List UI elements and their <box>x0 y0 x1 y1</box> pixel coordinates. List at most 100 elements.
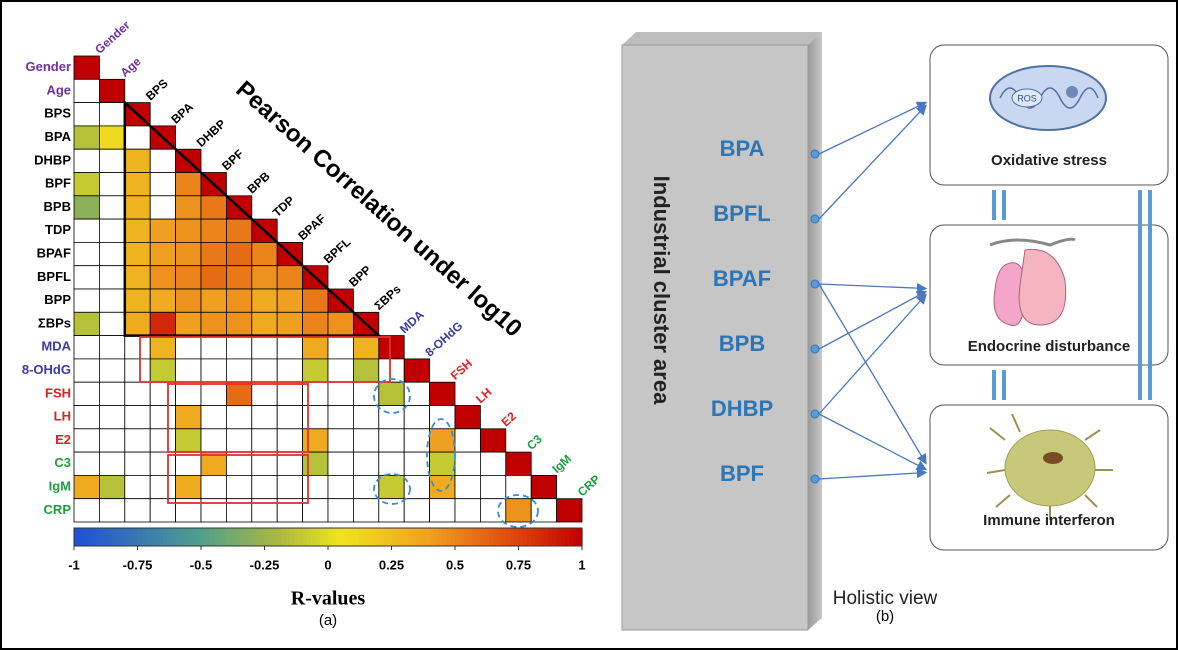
cell <box>125 289 150 312</box>
colorbar-segment <box>248 528 253 546</box>
cell <box>455 406 480 429</box>
colorbar-segment <box>273 528 278 546</box>
cell <box>303 289 328 312</box>
empty-cell <box>328 382 353 405</box>
empty-cell <box>201 336 226 359</box>
row-label: BPFL <box>37 269 71 284</box>
empty-cell <box>303 475 328 498</box>
cell <box>430 452 455 475</box>
cell <box>201 242 226 265</box>
cell <box>176 312 201 335</box>
colorbar-segment <box>252 528 257 546</box>
empty-cell <box>379 406 404 429</box>
cell <box>379 336 404 359</box>
cell <box>226 289 251 312</box>
colorbar-segment <box>286 528 291 546</box>
empty-cell <box>74 149 99 172</box>
colorbar-segment <box>447 528 452 546</box>
colorbar-segment <box>413 528 418 546</box>
row-label: FSH <box>45 385 71 400</box>
empty-cell <box>99 359 124 382</box>
empty-cell <box>176 359 201 382</box>
empty-cell <box>99 173 124 196</box>
colorbar-segment <box>540 528 545 546</box>
colorbar-label: R-values <box>291 588 366 610</box>
diagram-title: Holistic view <box>833 588 938 609</box>
cell <box>201 219 226 242</box>
empty-cell <box>226 359 251 382</box>
colorbar-segment <box>99 528 104 546</box>
cell <box>99 475 124 498</box>
cell <box>252 266 277 289</box>
ros-label: ROS <box>1017 93 1037 103</box>
empty-cell <box>303 406 328 429</box>
cell <box>150 219 175 242</box>
colorbar-segment <box>260 528 265 546</box>
box-side <box>808 32 822 630</box>
cell <box>74 312 99 335</box>
colorbar-segment <box>87 528 92 546</box>
cell <box>277 312 302 335</box>
colorbar-segment <box>353 528 358 546</box>
colorbar-segment <box>375 528 380 546</box>
empty-cell <box>252 336 277 359</box>
empty-cell <box>99 452 124 475</box>
empty-cell <box>277 382 302 405</box>
empty-cell <box>201 475 226 498</box>
cell <box>176 406 201 429</box>
cell <box>226 242 251 265</box>
row-label: E2 <box>55 432 71 447</box>
colorbar-segment <box>74 528 79 546</box>
colorbar-segment <box>78 528 83 546</box>
cell <box>353 336 378 359</box>
colorbar-segment <box>459 528 464 546</box>
cell <box>150 289 175 312</box>
colorbar-segment <box>468 528 473 546</box>
empty-cell <box>150 173 175 196</box>
colorbar-segment <box>451 528 456 546</box>
source-label: BPA <box>720 136 765 161</box>
colorbar-segment <box>116 528 121 546</box>
cell <box>226 382 251 405</box>
source-label: DHBP <box>711 396 773 421</box>
empty-cell <box>328 452 353 475</box>
empty-cell <box>455 429 480 452</box>
colorbar-segment <box>366 528 371 546</box>
colorbar-segment <box>95 528 100 546</box>
source-box-label: Industrial cluster area <box>649 176 674 405</box>
empty-cell <box>252 475 277 498</box>
empty-cell <box>353 429 378 452</box>
cell <box>201 266 226 289</box>
empty-cell <box>328 406 353 429</box>
empty-cell <box>125 452 150 475</box>
colorbar-tick-label: -0.5 <box>190 557 212 572</box>
empty-cell <box>480 475 505 498</box>
target-label: Immune interferon <box>983 512 1115 529</box>
cell <box>303 336 328 359</box>
colorbar-segment <box>463 528 468 546</box>
colorbar-segment <box>311 528 316 546</box>
cell <box>201 312 226 335</box>
colorbar-segment <box>527 528 532 546</box>
colorbar-segment <box>138 528 143 546</box>
panel-label: (a) <box>319 612 337 629</box>
cell <box>506 499 531 522</box>
empty-cell <box>379 452 404 475</box>
cell <box>176 289 201 312</box>
colorbar-segment <box>328 528 333 546</box>
empty-cell <box>99 312 124 335</box>
empty-cell <box>226 336 251 359</box>
cell <box>430 382 455 405</box>
cell <box>379 475 404 498</box>
colorbar-segment <box>510 528 515 546</box>
cell <box>125 219 150 242</box>
colorbar-segment <box>243 528 248 546</box>
colorbar-segment <box>112 528 117 546</box>
colorbar-tick-label: -0.75 <box>123 557 153 572</box>
empty-cell <box>353 452 378 475</box>
empty-cell <box>404 382 429 405</box>
row-label: ΣBPs <box>38 315 71 330</box>
colorbar-segment <box>269 528 274 546</box>
colorbar-tick-label: 0.25 <box>379 557 404 572</box>
empty-cell <box>74 103 99 126</box>
